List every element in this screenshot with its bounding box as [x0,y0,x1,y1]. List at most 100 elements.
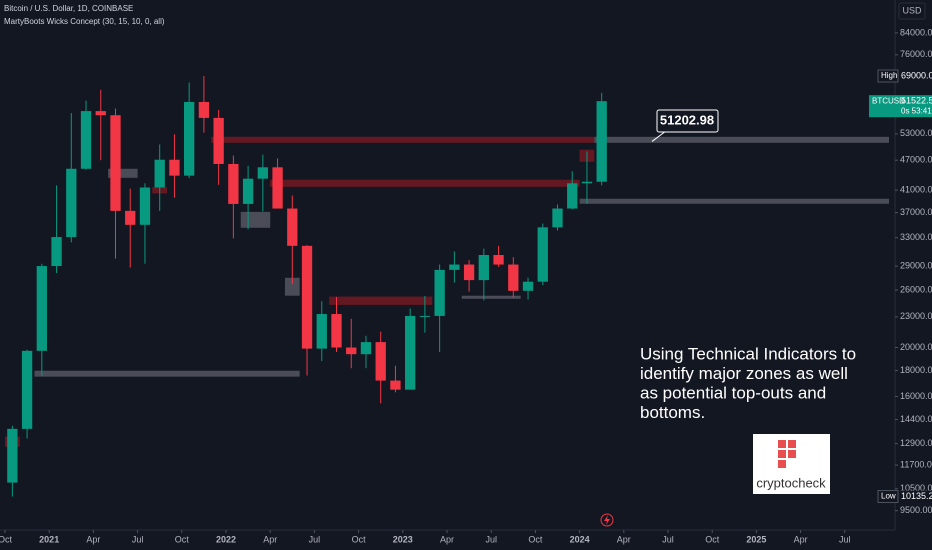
x-tick-label: Oct [0,534,12,544]
x-tick-label: Apr [86,534,100,544]
candle-body [552,208,563,228]
candle-body [51,237,62,267]
zone [329,296,433,305]
x-tick-label: 2024 [570,534,590,544]
callout-pointer [651,130,667,142]
lightning-icon[interactable] [600,513,614,527]
zone [270,179,580,187]
price-tag-label: 69000.00 [901,70,932,80]
price-tag-name-box [877,69,899,83]
candle-body [272,167,283,209]
candle-body [242,178,254,204]
candle-body [301,245,313,349]
zone [240,211,271,228]
candle-body [405,315,416,390]
price-tag [869,95,932,118]
x-tick-label: 2022 [216,534,236,544]
x-tick-label: Apr [263,534,277,544]
zone [108,168,138,178]
y-tick-label: 33000.00 [900,232,932,242]
candle-body [7,428,18,483]
y-tick-label: 47000.00 [900,155,932,165]
note-line: Using Technical Indicators to [640,344,856,363]
candle-body [21,350,33,429]
x-tick-label: Oct [352,534,367,544]
candle-body [522,281,534,291]
y-tick-label: 76000.00 [900,49,932,59]
candle-body [316,314,327,349]
candle-body [537,227,548,282]
candle-body [184,101,195,176]
x-tick-label: Jul [309,534,321,544]
y-tick-label: 10500.00 [900,483,932,493]
x-tick-label: Jul [839,534,851,544]
y-tick-label: 9500.00 [900,505,932,515]
x-tick-label: 2021 [39,534,59,544]
y-tick-label: 23000.00 [900,311,932,321]
logo-text: cryptocheck [756,475,826,490]
y-tick-label: 18000.00 [900,365,932,375]
callout-label: 51202.98 [660,112,714,127]
price-tag-label: 61522.50 [901,96,932,106]
candle-body [596,101,607,182]
candle-body [287,208,298,246]
note-line: as potential top-outs and [640,383,826,402]
candle-body [257,167,268,179]
candle-body [463,264,475,281]
candle-body [567,183,578,209]
candle-body [581,181,593,184]
candle-body [169,159,180,176]
candle-body [139,187,151,225]
x-tick-label: 2023 [393,534,413,544]
x-tick-label: Oct [705,534,720,544]
candle-body [154,159,165,188]
candle-body [80,111,92,169]
x-tick-label: 2025 [746,534,766,544]
y-tick-label: 29000.00 [900,260,932,270]
candle-body [508,264,519,291]
chart-title: Bitcoin / U.S. Dollar, 1D, COINBASE [4,4,133,13]
x-tick-label: Apr [794,534,808,544]
candle-body [228,163,239,204]
y-tick-label: 12900.00 [900,438,932,448]
candle-body [110,115,121,211]
y-tick-label: 53000.00 [900,128,932,138]
x-tick-label: Oct [175,534,190,544]
note-line: identify major zones as well [640,364,848,383]
zone [211,136,595,143]
currency-box[interactable] [898,2,926,20]
x-tick-label: Jul [662,534,674,544]
candle-body [434,269,445,316]
candle-body [346,347,357,355]
y-tick-label: 14400.00 [900,414,932,424]
price-tag-name: High [881,71,897,80]
candle-body [331,314,342,348]
zone [579,198,889,204]
candle-body [360,342,372,355]
price-tag-name-box [877,490,899,504]
candle-body [36,266,47,351]
price-tag-label: 10135.22 [901,491,932,501]
x-tick-label: Apr [440,534,454,544]
y-tick-label: 20000.00 [900,342,932,352]
x-tick-label: Jul [132,534,144,544]
candle-body [213,117,224,164]
candle-body [95,111,106,116]
x-tick-label: Oct [528,534,543,544]
y-tick-label: 11700.00 [900,459,932,469]
plot-area [5,76,889,497]
callout-box [656,109,719,133]
note-line: bottoms. [640,403,705,422]
x-tick-label: Apr [617,534,631,544]
indicator-name: MartyBoots Wicks Concept (30, 15, 10, 0,… [4,17,165,26]
x-tick-label: Jul [485,534,497,544]
zone [34,370,300,377]
candle-body [449,264,460,270]
price-tag-name: BTCUSD [872,96,905,105]
y-tick-label: 26000.00 [900,284,932,294]
countdown: 0s 53:41 [901,106,932,115]
currency[interactable]: USD [902,5,922,15]
y-tick-label: 37000.00 [900,207,932,217]
y-tick-label: 16000.00 [900,391,932,401]
